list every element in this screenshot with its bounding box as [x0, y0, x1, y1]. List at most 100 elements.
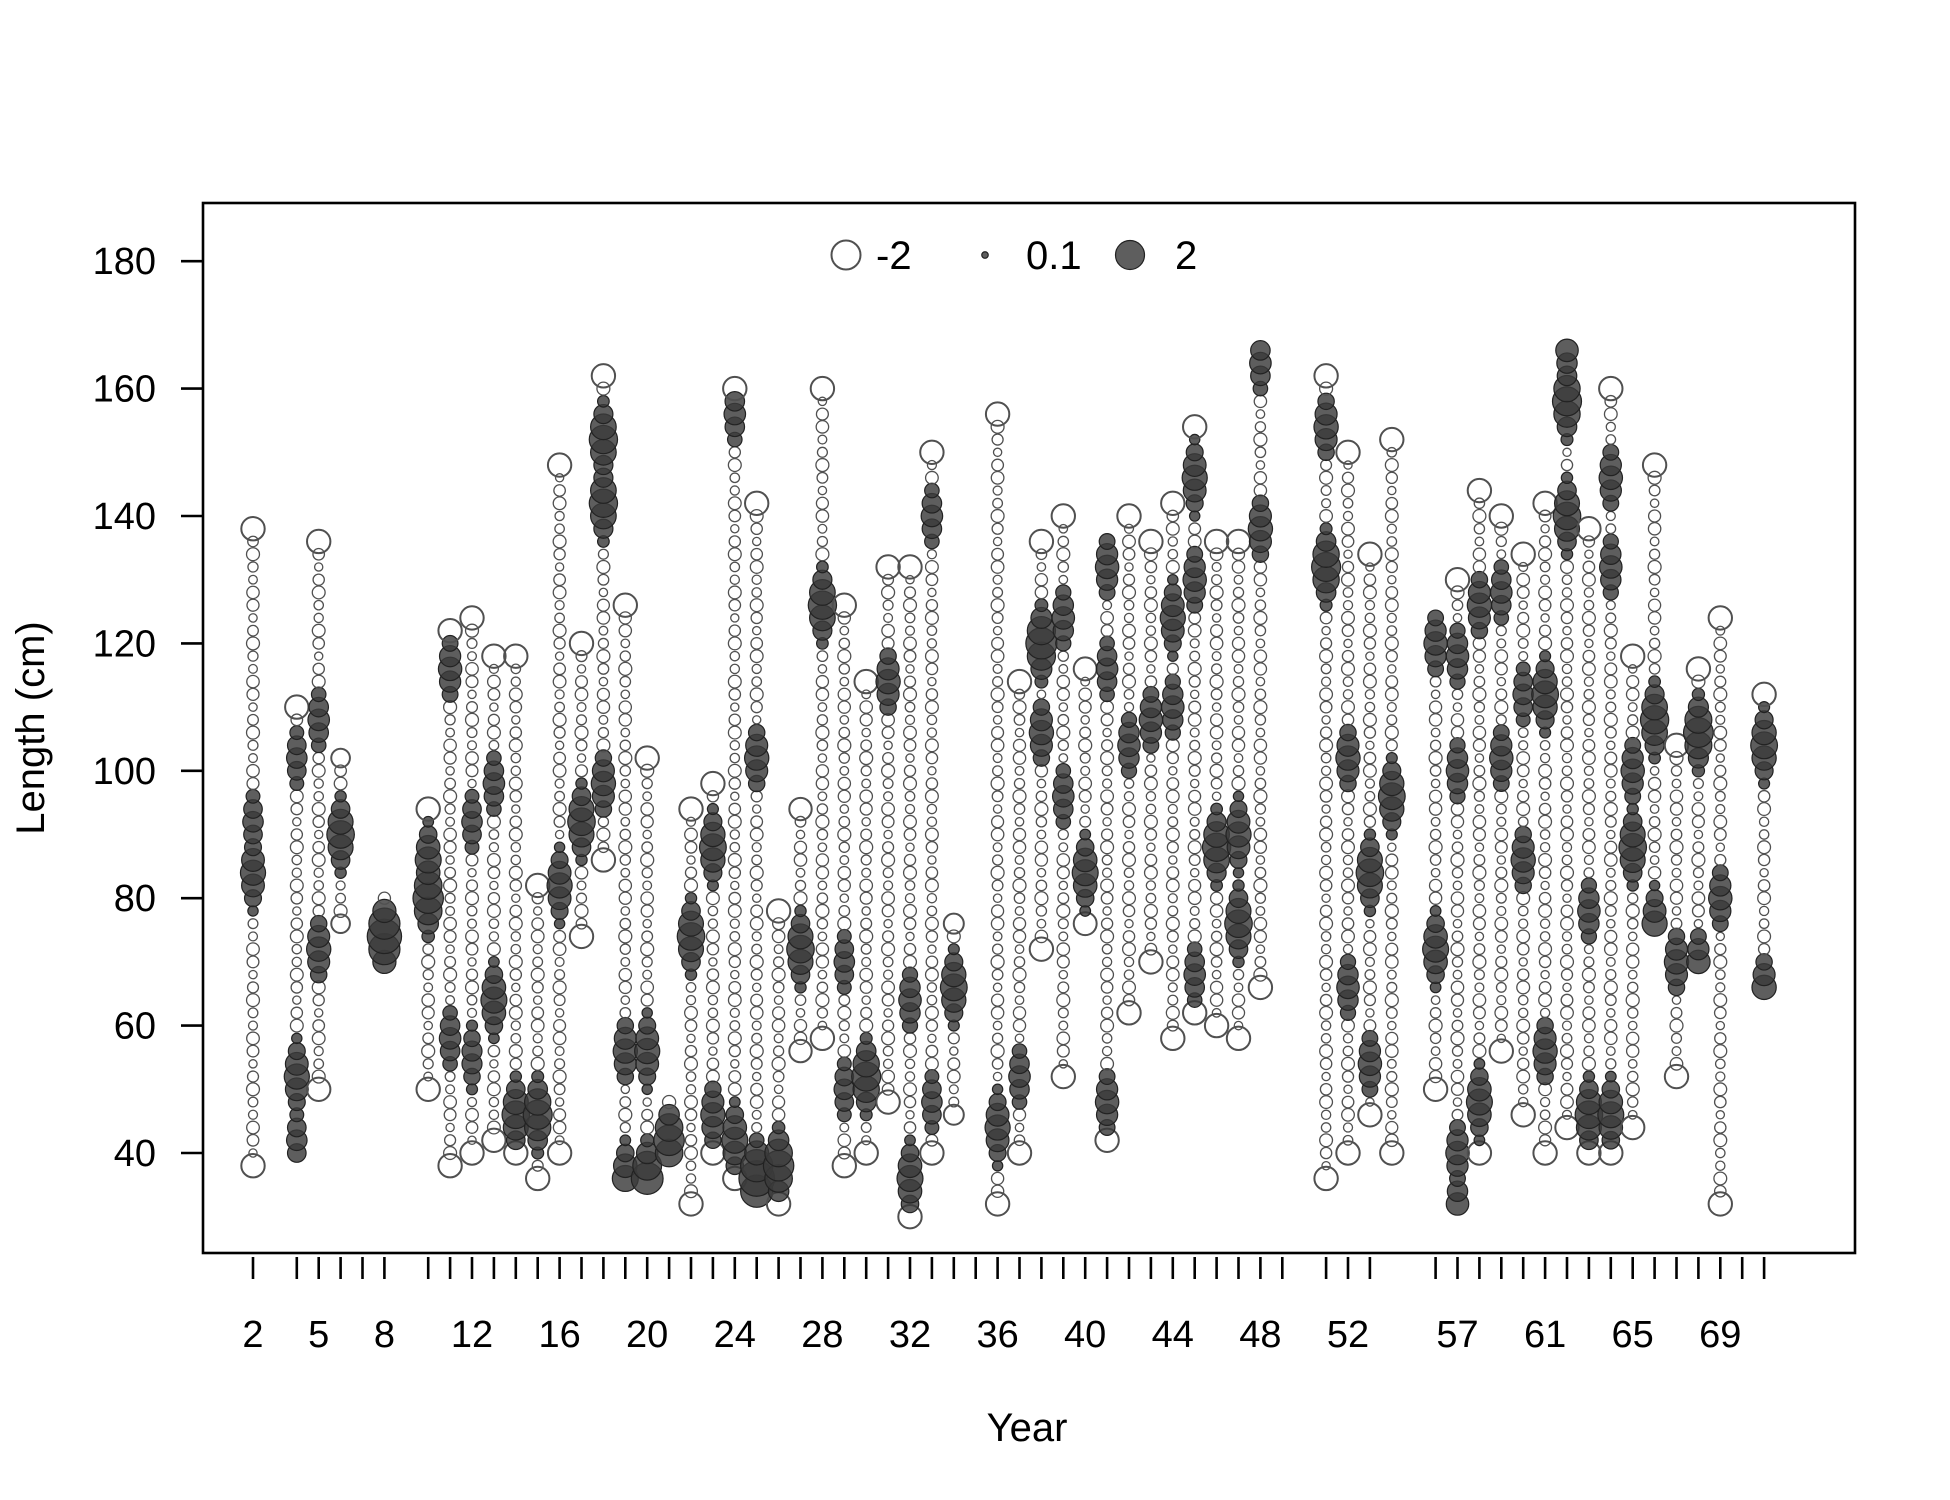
residual-bubble — [1560, 1082, 1574, 1096]
residual-bubble — [1516, 801, 1531, 817]
year-25-column — [738, 490, 776, 1208]
residual-bubble — [1715, 1071, 1726, 1082]
residual-bubble — [313, 790, 325, 802]
residual-bubble — [684, 1044, 698, 1058]
residual-bubble — [554, 701, 566, 713]
residual-bubble — [1100, 828, 1114, 841]
year-8-column — [366, 891, 403, 975]
residual-bubble — [1255, 905, 1266, 916]
year-11-column — [437, 617, 463, 1179]
residual-bubble — [1363, 662, 1377, 676]
residual-bubble — [596, 381, 611, 396]
residual-bubble — [815, 942, 830, 956]
residual-bubble — [292, 906, 302, 916]
residual-bubble — [1340, 483, 1356, 498]
residual-bubble — [1604, 1018, 1618, 1033]
residual-bubble — [1188, 878, 1202, 893]
residual-bubble — [1561, 943, 1573, 955]
residual-bubble — [1466, 477, 1493, 504]
residual-bubble — [642, 1097, 652, 1107]
residual-bubble — [1494, 967, 1509, 982]
residual-bubble — [553, 1019, 567, 1033]
year-5-column — [305, 528, 332, 1102]
residual-bubble — [1341, 1070, 1355, 1083]
residual-bubble — [1472, 993, 1487, 1008]
residual-bubble — [816, 917, 829, 930]
residual-bubble — [1319, 865, 1334, 880]
residual-bubble — [334, 764, 348, 778]
residual-bubble — [1649, 804, 1660, 814]
residual-bubble — [924, 738, 939, 753]
residual-bubble — [642, 791, 653, 802]
residual-bubble — [575, 714, 588, 726]
residual-bubble — [1384, 1082, 1399, 1097]
residual-bubble — [727, 814, 742, 829]
residual-bubble — [313, 651, 324, 661]
residual-bubble — [443, 916, 457, 931]
residual-bubble — [1229, 799, 1248, 819]
residual-bubble — [1626, 917, 1639, 930]
residual-bubble — [1189, 689, 1200, 700]
residual-bubble — [1160, 490, 1186, 516]
residual-bubble — [553, 994, 566, 1007]
residual-bubble — [1450, 942, 1465, 957]
residual-bubble — [247, 739, 259, 751]
residual-bubble — [817, 523, 828, 534]
residual-bubble — [749, 687, 764, 702]
residual-bubble — [247, 918, 259, 930]
residual-bubble — [1715, 714, 1726, 725]
residual-bubble — [1713, 993, 1728, 1008]
residual-bubble — [992, 753, 1003, 764]
residual-bubble — [1714, 1032, 1727, 1045]
residual-bubble — [1757, 840, 1772, 855]
residual-bubble — [510, 765, 522, 777]
residual-bubble — [1648, 675, 1662, 689]
residual-bubble — [1707, 605, 1733, 631]
residual-bubble — [488, 829, 500, 840]
residual-bubble — [1715, 842, 1726, 853]
residual-bubble — [1385, 560, 1399, 574]
residual-bubble — [1036, 689, 1047, 700]
residual-bubble — [1014, 906, 1025, 916]
residual-bubble — [1713, 954, 1728, 969]
residual-bubble — [1516, 1069, 1531, 1084]
residual-bubble — [553, 1083, 566, 1096]
residual-bubble — [991, 547, 1005, 561]
residual-bubble — [1122, 573, 1136, 586]
residual-bubble — [1606, 651, 1616, 661]
residual-bubble — [1034, 801, 1049, 817]
residual-bubble — [1584, 995, 1594, 1005]
residual-bubble — [727, 725, 742, 740]
residual-bubble — [313, 778, 324, 789]
residual-bubble — [1384, 636, 1399, 651]
residual-bubble — [1341, 649, 1355, 663]
residual-bubble — [707, 918, 719, 929]
residual-bubble — [306, 528, 332, 555]
residual-bubble — [1496, 905, 1507, 917]
residual-bubble — [992, 447, 1003, 458]
residual-bubble — [1361, 1029, 1379, 1047]
residual-bubble — [532, 906, 543, 916]
residual-bubble — [1495, 803, 1507, 815]
residual-bubble — [247, 1109, 259, 1120]
residual-bubble — [1144, 586, 1158, 599]
residual-bubble — [1080, 676, 1091, 687]
residual-bubble — [1319, 815, 1333, 829]
residual-bubble — [1604, 726, 1617, 739]
x-tick-label: 20 — [626, 1314, 668, 1356]
residual-bubble — [817, 434, 828, 445]
residual-bubble — [727, 763, 742, 778]
residual-bubble — [1055, 584, 1072, 601]
year-32-column — [896, 554, 924, 1230]
residual-bubble — [1561, 1020, 1573, 1031]
residual-bubble — [1472, 1043, 1487, 1059]
residual-bubble — [1100, 917, 1114, 930]
residual-bubble — [1449, 1119, 1466, 1136]
residual-bubble — [861, 689, 872, 700]
residual-bubble — [576, 702, 587, 713]
residual-bubble — [795, 829, 806, 840]
residual-bubble — [1100, 789, 1115, 804]
residual-bubble — [1598, 375, 1624, 402]
residual-bubble — [1146, 931, 1156, 942]
